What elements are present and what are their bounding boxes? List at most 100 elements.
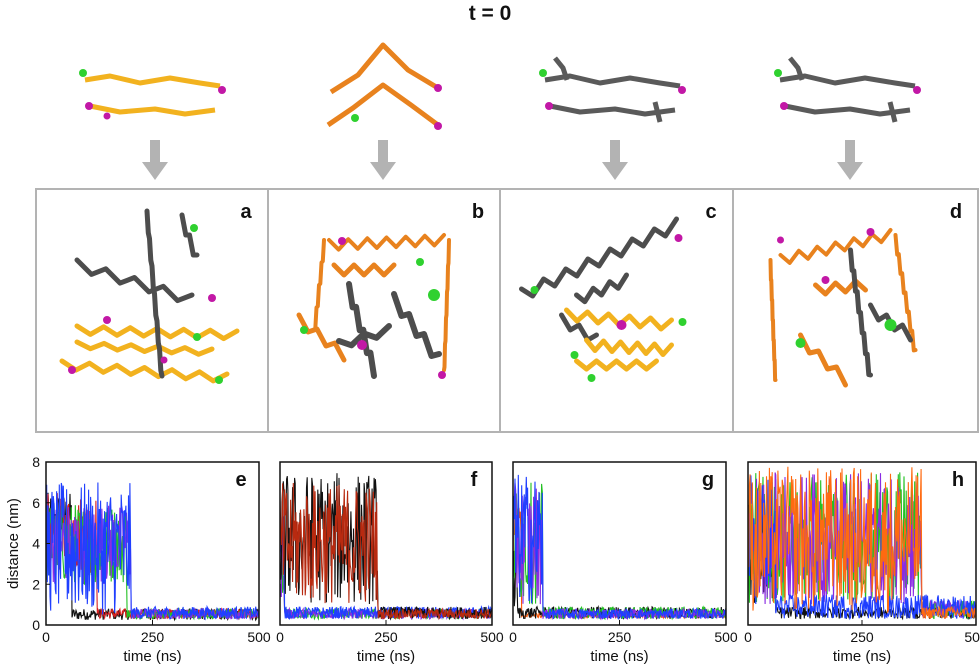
magenta-atom bbox=[103, 316, 111, 324]
magenta-atom bbox=[438, 371, 446, 379]
magenta-atom bbox=[913, 86, 921, 94]
series-line-2 bbox=[513, 482, 726, 621]
chart-series-group bbox=[280, 473, 492, 621]
panel-a: a bbox=[59, 201, 252, 384]
x-tick-label: 0 bbox=[744, 629, 752, 645]
x-tick-label: 0 bbox=[509, 629, 517, 645]
x-axis-label: time (ns) bbox=[123, 648, 181, 665]
magenta-atom bbox=[616, 320, 627, 330]
chart-series-group bbox=[748, 466, 976, 621]
initial-structure-b bbox=[326, 42, 442, 130]
molecule-strand bbox=[559, 312, 599, 343]
green-atom bbox=[530, 286, 539, 294]
molecule-strand bbox=[391, 291, 442, 359]
panel-label-b: b bbox=[472, 201, 484, 223]
side-group bbox=[553, 56, 570, 81]
magenta-atom bbox=[357, 340, 367, 350]
molecule-strand bbox=[74, 339, 215, 357]
molecule-strand bbox=[893, 233, 918, 353]
chart-series-group bbox=[513, 474, 726, 621]
green-atom bbox=[190, 224, 198, 232]
down-arrow-c bbox=[602, 140, 628, 180]
panel-label-d: d bbox=[950, 201, 962, 223]
panel-label-a: a bbox=[240, 201, 252, 223]
molecule-strand bbox=[574, 272, 629, 305]
molecule-panels: a b c d bbox=[35, 188, 979, 433]
x-tick-label: 500 bbox=[480, 629, 504, 645]
molecule-strand bbox=[346, 281, 377, 379]
magenta-atom bbox=[434, 84, 442, 92]
side-group bbox=[788, 56, 805, 81]
magenta-atom bbox=[85, 102, 93, 110]
figure-title: t = 0 bbox=[468, 2, 512, 25]
series-line-4 bbox=[513, 474, 726, 620]
molecule-strand bbox=[798, 332, 848, 388]
distance-charts: 0 250 500 0 2 4 6 8 time (ns) distance (nm) e 0 250 5… bbox=[5, 454, 980, 665]
green-atom bbox=[774, 69, 782, 77]
strand-lower bbox=[784, 103, 911, 117]
magenta-atom bbox=[866, 228, 875, 236]
x-axis-label: time (ns) bbox=[357, 648, 415, 665]
arrow-head bbox=[837, 162, 863, 180]
initial-structures bbox=[79, 42, 921, 130]
series-line-1 bbox=[513, 550, 726, 620]
magenta-atom bbox=[780, 102, 788, 110]
series-line-4 bbox=[280, 482, 492, 621]
green-atom bbox=[193, 333, 201, 341]
green-atom bbox=[351, 114, 359, 122]
arrow-head bbox=[142, 162, 168, 180]
series-line-0 bbox=[513, 496, 726, 620]
plot-frame bbox=[512, 461, 727, 626]
initial-structure-d bbox=[774, 56, 921, 123]
chart-label-e: e bbox=[235, 469, 246, 491]
magenta-atom bbox=[678, 86, 686, 94]
down-arrow-d bbox=[837, 140, 863, 180]
x-tick-label: 500 bbox=[247, 629, 271, 645]
molecule-strand bbox=[144, 208, 165, 379]
side-group bbox=[652, 101, 663, 123]
molecule-strand bbox=[584, 337, 674, 357]
x-tick-label: 0 bbox=[276, 629, 284, 645]
strand-lower bbox=[89, 103, 216, 117]
chart-series-group bbox=[46, 482, 259, 622]
molecule-strand bbox=[848, 247, 873, 378]
panel-d: d bbox=[768, 201, 962, 388]
arrow-head bbox=[602, 162, 628, 180]
chart-label-f: f bbox=[471, 469, 478, 491]
molecule-strand bbox=[59, 358, 230, 384]
panel-label-c: c bbox=[705, 201, 716, 223]
strand-lower bbox=[549, 103, 676, 117]
series-line-3 bbox=[748, 475, 976, 621]
molecule-strand bbox=[336, 323, 392, 349]
strand-upper bbox=[84, 73, 221, 89]
magenta-atom bbox=[208, 294, 216, 302]
series-line-4 bbox=[46, 482, 259, 621]
magenta-atom bbox=[68, 366, 76, 374]
arrow-head bbox=[370, 162, 396, 180]
molecule-strand bbox=[574, 358, 659, 372]
initial-structure-c bbox=[539, 56, 686, 123]
arrow-shaft bbox=[150, 140, 160, 164]
molecule-strand bbox=[442, 238, 451, 372]
y-tick-label: 0 bbox=[32, 617, 40, 633]
panel-frame bbox=[35, 188, 979, 433]
green-atom bbox=[539, 69, 547, 77]
x-tick-label: 0 bbox=[42, 629, 50, 645]
green-atom bbox=[416, 258, 424, 266]
green-atom bbox=[587, 374, 596, 382]
green-atom bbox=[428, 289, 440, 301]
arrows bbox=[142, 140, 863, 180]
side-group bbox=[887, 101, 898, 123]
magenta-atom bbox=[821, 276, 830, 284]
green-atom bbox=[795, 338, 806, 348]
magenta-atom bbox=[160, 356, 168, 364]
x-tick-label: 500 bbox=[714, 629, 738, 645]
green-atom bbox=[79, 69, 87, 77]
green-atom bbox=[300, 326, 308, 334]
down-arrow-b bbox=[370, 140, 396, 180]
molecule-strand bbox=[179, 212, 200, 258]
magenta-atom bbox=[434, 122, 442, 130]
x-tick-label: 250 bbox=[374, 629, 398, 645]
y-tick-label: 8 bbox=[32, 454, 40, 470]
